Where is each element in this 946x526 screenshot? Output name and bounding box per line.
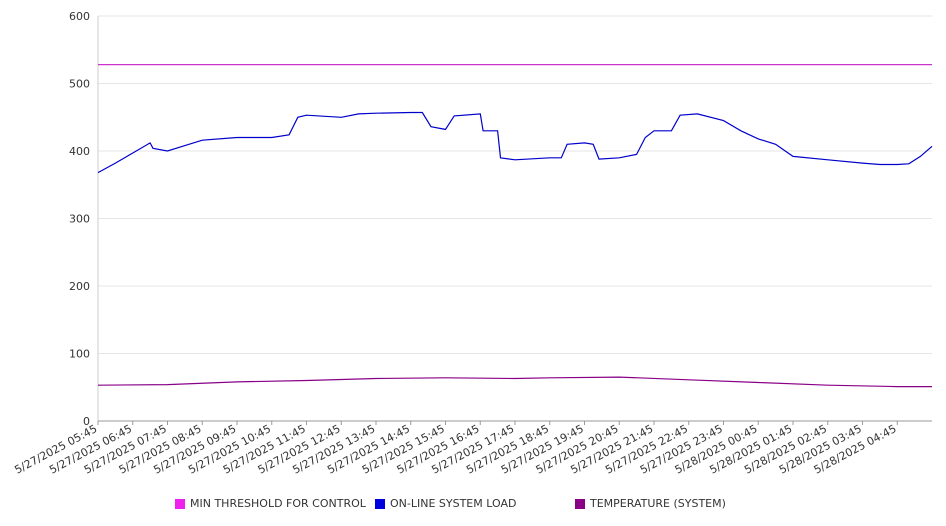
x-axis: 5/27/2025 05:455/27/2025 06:455/27/2025 …	[12, 421, 899, 477]
series-line-2	[97, 376, 932, 388]
legend-label-system-load: ON-LINE SYSTEM LOAD	[390, 497, 517, 510]
grid-lines	[98, 15, 932, 422]
y-tick-label: 400	[69, 145, 90, 158]
legend-swatch-system-load	[375, 498, 385, 509]
series-line-1	[97, 111, 933, 174]
y-tick-label: 200	[69, 280, 90, 293]
legend-item-min-threshold[interactable]: MIN THRESHOLD FOR CONTROL	[175, 497, 366, 510]
y-tick-label: 500	[69, 78, 90, 91]
legend-item-system-load[interactable]: ON-LINE SYSTEM LOAD	[375, 497, 516, 510]
y-tick-label: 600	[69, 10, 90, 23]
legend: MIN THRESHOLD FOR CONTROL ON-LINE SYSTEM…	[0, 497, 946, 515]
legend-label-min-threshold: MIN THRESHOLD FOR CONTROL	[190, 497, 366, 510]
y-tick-label: 0	[83, 415, 90, 428]
legend-label-temperature: TEMPERATURE (SYSTEM)	[590, 497, 726, 510]
legend-swatch-temperature	[575, 498, 585, 509]
legend-swatch-min-threshold	[175, 498, 185, 509]
y-tick-label: 300	[69, 213, 90, 226]
y-tick-label: 100	[69, 348, 90, 361]
series-lines	[97, 63, 933, 388]
y-axis: 0 100 200 300 400 500 600	[69, 10, 932, 428]
legend-item-temperature[interactable]: TEMPERATURE (SYSTEM)	[575, 497, 726, 510]
